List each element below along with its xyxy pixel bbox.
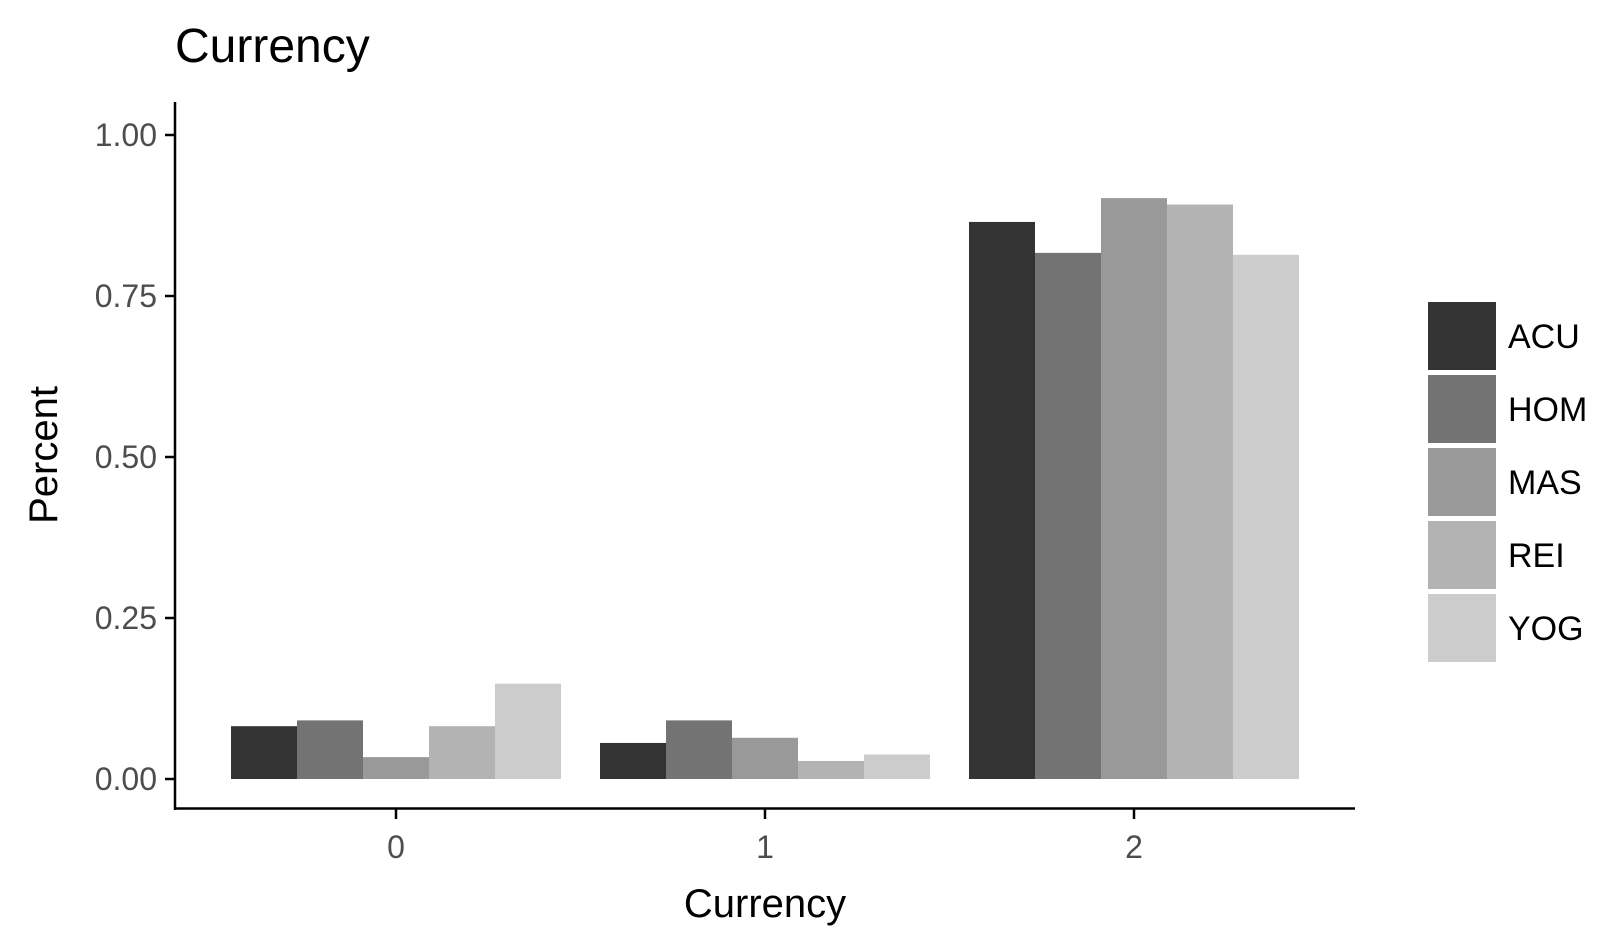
bar-yog-0 [495,683,561,779]
x-tick-label: 0 [387,829,405,865]
legend-key-mas [1428,448,1496,516]
x-axis-ticks: 0 1 2 [387,809,1143,865]
y-tick-label: 0.75 [95,278,157,314]
bar-yog-2 [1233,254,1299,779]
y-tick-label: 0.00 [95,761,157,797]
bar-hom-2 [1035,252,1101,780]
bar-hom-1 [666,720,732,779]
legend-label-acu: ACU [1508,318,1580,356]
legend-label-hom: HOM [1508,391,1587,429]
bar-acu-2 [969,221,1035,779]
x-axis-title: Currency [684,882,846,926]
bar-rei-2 [1167,204,1233,779]
legend-key-rei [1428,521,1496,589]
y-axis-ticks: 0.00 0.25 0.50 0.75 1.00 [95,117,175,797]
bar-mas-0 [363,757,429,779]
bar-rei-0 [429,726,495,779]
legend-label-yog: YOG [1508,610,1584,648]
bar-mas-2 [1101,198,1167,779]
legend-label-rei: REI [1508,537,1565,575]
bar-mas-1 [732,737,798,779]
legend-key-yog [1428,594,1496,662]
bar-acu-0 [231,726,297,779]
legend-label-mas: MAS [1508,464,1582,502]
legend-key-hom [1428,375,1496,443]
bars-group [231,198,1299,780]
y-tick-label: 0.50 [95,439,157,475]
legend-key-acu [1428,302,1496,370]
y-axis-title: Percent [22,386,66,524]
legend: ACU HOM MAS REI YOG [1428,302,1587,662]
x-tick-label: 1 [756,829,774,865]
bar-hom-0 [297,720,363,779]
bar-rei-1 [798,760,864,779]
chart-title: Currency [175,20,370,73]
bar-yog-1 [864,754,930,779]
y-tick-label: 0.25 [95,600,157,636]
bar-acu-1 [600,742,666,779]
y-tick-label: 1.00 [95,117,157,153]
x-tick-label: 2 [1125,829,1143,865]
